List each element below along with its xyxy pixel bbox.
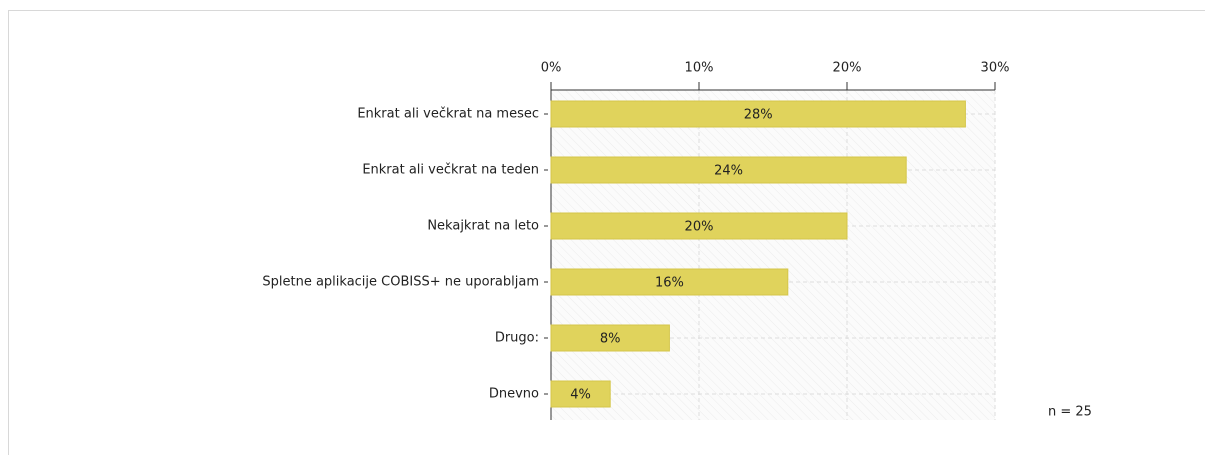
value-label: 20%	[685, 220, 714, 235]
x-tick-label: 30%	[981, 61, 1010, 76]
value-label: 28%	[744, 108, 773, 123]
value-label: 16%	[655, 276, 684, 291]
x-tick-label: 0%	[541, 61, 562, 76]
annotation: n = 25	[1048, 405, 1092, 420]
value-label: 24%	[714, 164, 743, 179]
y-tick-label: Enkrat ali večkrat na teden	[362, 163, 539, 178]
x-tick-label: 10%	[685, 61, 714, 76]
y-tick-label: Dnevno	[489, 387, 539, 402]
y-tick-label: Nekajkrat na leto	[427, 219, 539, 234]
y-tick-label: Drugo:	[495, 331, 539, 346]
plot-area	[551, 90, 995, 420]
x-tick-label: 20%	[833, 61, 862, 76]
value-label: 4%	[570, 388, 591, 403]
y-tick-label: Spletne aplikacije COBISS+ ne uporabljam	[262, 275, 539, 290]
value-label: 8%	[600, 332, 621, 347]
y-tick-label: Enkrat ali večkrat na mesec	[357, 107, 539, 122]
